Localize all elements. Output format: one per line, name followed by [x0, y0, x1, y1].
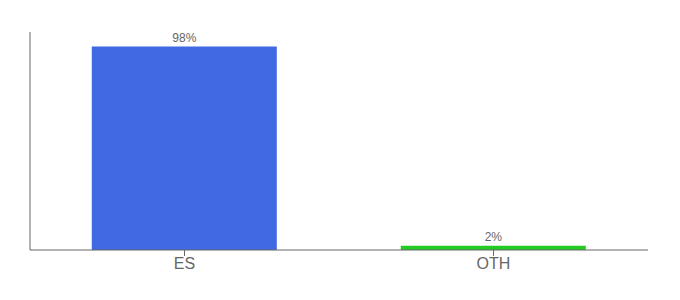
svg-text:2%: 2% — [485, 230, 503, 244]
svg-text:ES: ES — [174, 255, 195, 272]
svg-text:OTH: OTH — [477, 255, 511, 272]
svg-text:98%: 98% — [172, 31, 196, 45]
